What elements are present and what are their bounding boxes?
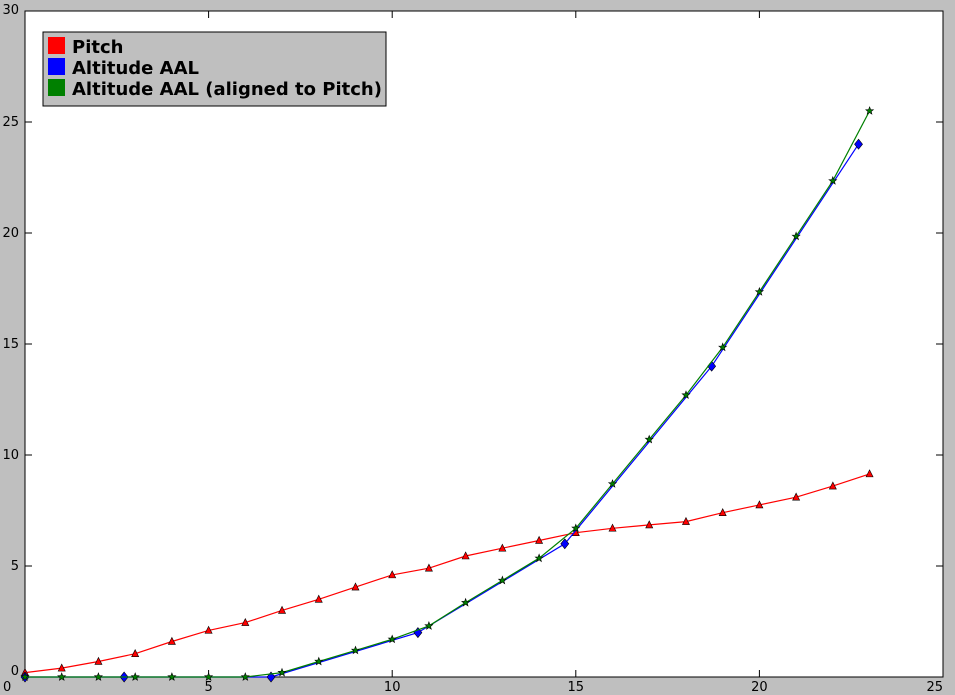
data-point xyxy=(497,575,508,585)
data-point xyxy=(350,645,361,655)
data-point xyxy=(607,479,618,488)
data-point xyxy=(278,605,287,614)
y-tick-label: 0 xyxy=(11,664,19,679)
data-point xyxy=(20,672,30,681)
x-tick-label: 5 xyxy=(204,680,212,695)
data-point xyxy=(754,286,765,296)
legend-swatch-altitude-aligned xyxy=(48,79,65,96)
data-point xyxy=(167,636,176,645)
data-point xyxy=(865,106,875,115)
data-point xyxy=(718,508,727,517)
data-point xyxy=(681,516,690,525)
series-line xyxy=(25,110,871,678)
data-point xyxy=(94,656,103,665)
data-point xyxy=(461,551,470,560)
series-layer xyxy=(20,106,875,683)
x-tick-label: 25 xyxy=(926,680,943,695)
y-tick-label: 15 xyxy=(2,337,19,352)
data-point xyxy=(791,231,801,241)
axis-ticks: 0 5 10 15 20 25 0 5 10 15 20 25 30 xyxy=(2,3,944,695)
data-point xyxy=(241,617,250,626)
data-point xyxy=(755,500,764,509)
data-point xyxy=(560,538,570,550)
y-tick-label: 25 xyxy=(2,115,19,130)
data-point xyxy=(424,621,434,630)
data-point xyxy=(718,342,728,352)
data-point xyxy=(203,672,214,681)
x-tick-label: 20 xyxy=(751,680,768,695)
plot-area xyxy=(24,10,944,678)
legend-label-altitude-aal: Altitude AAL xyxy=(72,58,199,79)
legend-box xyxy=(42,31,387,107)
x-tick-label: 15 xyxy=(568,680,585,695)
data-point xyxy=(460,597,471,607)
data-point xyxy=(167,672,177,681)
data-point xyxy=(534,553,544,563)
data-point xyxy=(351,582,360,591)
data-point xyxy=(240,672,250,681)
data-point xyxy=(535,535,544,544)
data-point xyxy=(828,175,838,185)
y-tick-label: 20 xyxy=(2,226,19,241)
data-point xyxy=(854,138,863,150)
legend: Pitch Altitude AAL Altitude AAL (aligned… xyxy=(42,31,387,107)
data-point xyxy=(645,520,654,529)
legend-swatch-altitude-aal xyxy=(48,58,65,75)
legend-label-pitch: Pitch xyxy=(72,37,123,58)
y-tick-label: 10 xyxy=(2,448,19,463)
data-point xyxy=(424,563,433,572)
data-point xyxy=(57,672,67,681)
series-2 xyxy=(20,106,875,681)
data-point xyxy=(314,656,324,666)
data-point xyxy=(93,672,103,681)
legend-label-altitude-aligned: Altitude AAL (aligned to Pitch) xyxy=(72,79,382,100)
legend-swatch-pitch xyxy=(48,37,65,54)
data-point xyxy=(388,570,397,579)
data-point xyxy=(681,390,691,399)
data-point xyxy=(792,492,801,501)
series-line xyxy=(24,473,870,674)
y-tick-label: 5 xyxy=(11,559,19,574)
data-point xyxy=(828,481,837,490)
data-point xyxy=(644,434,654,444)
data-point xyxy=(204,625,213,634)
data-point xyxy=(498,543,507,552)
data-point xyxy=(131,649,140,657)
data-point xyxy=(865,469,874,478)
x-tick-label: 10 xyxy=(384,680,401,695)
data-point xyxy=(314,594,323,603)
y-tick-label: 30 xyxy=(2,3,19,18)
data-point xyxy=(608,523,617,532)
data-point xyxy=(57,663,66,672)
data-point xyxy=(387,634,397,644)
data-point xyxy=(571,523,581,533)
data-point xyxy=(277,667,287,677)
x-tick-label: 0 xyxy=(3,680,11,695)
data-point xyxy=(130,672,140,681)
